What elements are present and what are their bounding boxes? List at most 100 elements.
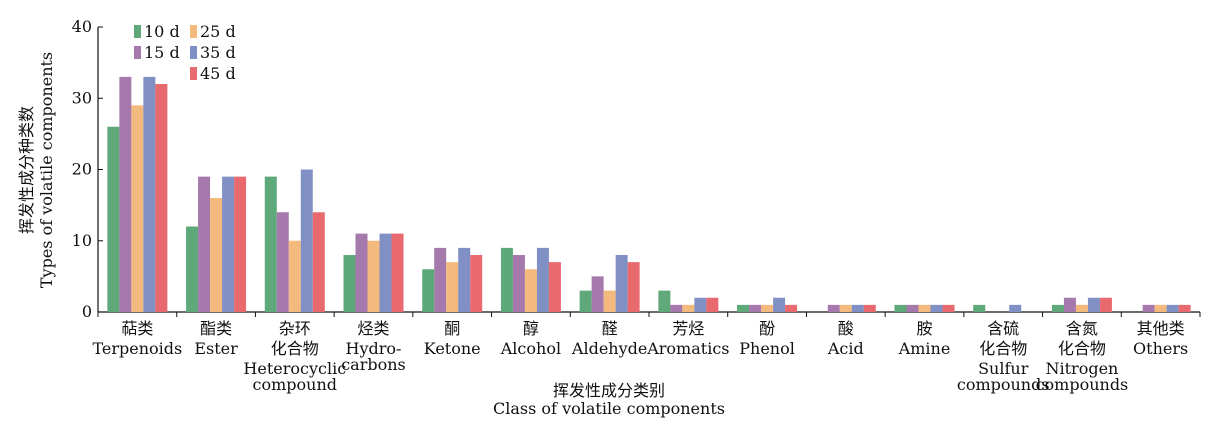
legend-swatch [190, 25, 197, 38]
bar [512, 255, 525, 312]
category-label-cn: 醇 [523, 319, 539, 338]
bar [603, 290, 616, 312]
bar [863, 304, 876, 312]
category-label-cn: 化合物 [271, 339, 319, 358]
category-label-en: Ketone [424, 339, 481, 358]
legend-label: 15 d [144, 43, 180, 62]
bar [851, 304, 864, 312]
category-label-cn: 含硫 [987, 319, 1019, 338]
category-label-cn: 酮 [444, 319, 460, 338]
category-label-cn: 含氮 [1066, 319, 1098, 338]
category-label-en: Amine [898, 339, 951, 358]
category-label-cn: 化合物 [979, 339, 1027, 358]
bar [973, 304, 986, 312]
bar [422, 269, 435, 312]
bar [627, 262, 640, 312]
bar [1075, 304, 1088, 312]
bar [737, 304, 750, 312]
bar [143, 76, 156, 312]
category-label-en: compounds [1036, 375, 1129, 394]
bar [894, 304, 907, 312]
bar [548, 262, 561, 312]
bar [367, 240, 380, 312]
bar [1009, 304, 1022, 312]
category-label-en: Aromatics [646, 339, 729, 358]
bar [1063, 297, 1076, 312]
bar [1099, 297, 1112, 312]
legend: 10 d 15 d 25 d 35 d 45 d [134, 22, 236, 83]
y-tick-label: 0 [82, 302, 92, 321]
bar [234, 176, 247, 312]
y-axis-title-en: Types of volatile components [37, 52, 56, 288]
category-label-cn: 芳烃 [672, 319, 704, 338]
bar [615, 255, 628, 312]
bars [107, 76, 1191, 312]
bar [107, 126, 120, 312]
category-label-en: Phenol [739, 339, 795, 358]
bar [749, 304, 762, 312]
bar [434, 247, 447, 312]
category-label-cn: 酚 [759, 319, 775, 338]
y-tick-label: 10 [72, 231, 92, 250]
bar [930, 304, 943, 312]
x-axis-title-en: Class of volatile components [493, 399, 725, 418]
bar [524, 269, 537, 312]
category-labels: 萜类Terpenoids酯类Ester杂环化合物Heterocycliccomp… [92, 319, 1188, 394]
bar [785, 304, 798, 312]
bar [1166, 304, 1179, 312]
bar [1087, 297, 1100, 312]
bar [706, 297, 719, 312]
bar [288, 240, 301, 312]
bar [343, 255, 356, 312]
bar [918, 304, 931, 312]
bar [131, 105, 144, 312]
category-label-en: Sulfur [978, 359, 1029, 378]
bar [470, 255, 483, 312]
bar [391, 233, 404, 312]
bar [536, 247, 549, 312]
legend-swatch [190, 46, 197, 59]
bar [458, 247, 471, 312]
bar [210, 198, 223, 312]
category-label-cn: 醛 [602, 319, 618, 338]
legend-label: 45 d [200, 64, 236, 83]
bar [827, 304, 840, 312]
bar [355, 233, 368, 312]
category-label-en: compound [253, 375, 338, 394]
bar [682, 304, 695, 312]
category-label-cn: 酸 [838, 319, 854, 338]
legend-label: 25 d [200, 22, 236, 41]
category-label-cn: 酯类 [200, 319, 232, 338]
category-label-en: Others [1133, 339, 1188, 358]
bar [222, 176, 235, 312]
bar [658, 290, 671, 312]
category-label-cn: 萜类 [121, 319, 153, 338]
bar [186, 226, 199, 312]
bar [839, 304, 852, 312]
bar [264, 176, 277, 312]
category-label-en: Hydro- [346, 339, 402, 358]
legend-swatch [190, 67, 197, 80]
category-label-cn: 其他类 [1137, 319, 1185, 338]
bar [1142, 304, 1155, 312]
bar [379, 233, 392, 312]
bar [1178, 304, 1191, 312]
bar [773, 297, 786, 312]
legend-label: 10 d [144, 22, 180, 41]
bar [1154, 304, 1167, 312]
category-label-cn: 杂环 [279, 319, 311, 338]
y-tick-label: 30 [72, 88, 92, 107]
bar [312, 212, 325, 312]
category-label-cn: 胺 [916, 319, 932, 338]
category-label-en: Terpenoids [92, 339, 182, 358]
y-axis-title-cn: 挥发性成分种类数 [17, 106, 36, 234]
bar [300, 169, 313, 312]
bar [761, 304, 774, 312]
bar [579, 290, 592, 312]
category-label-cn: 烃类 [357, 319, 389, 338]
bar [276, 212, 289, 312]
category-label-en: compounds [957, 375, 1050, 394]
y-tick-label: 40 [72, 17, 92, 36]
bar [1051, 304, 1064, 312]
